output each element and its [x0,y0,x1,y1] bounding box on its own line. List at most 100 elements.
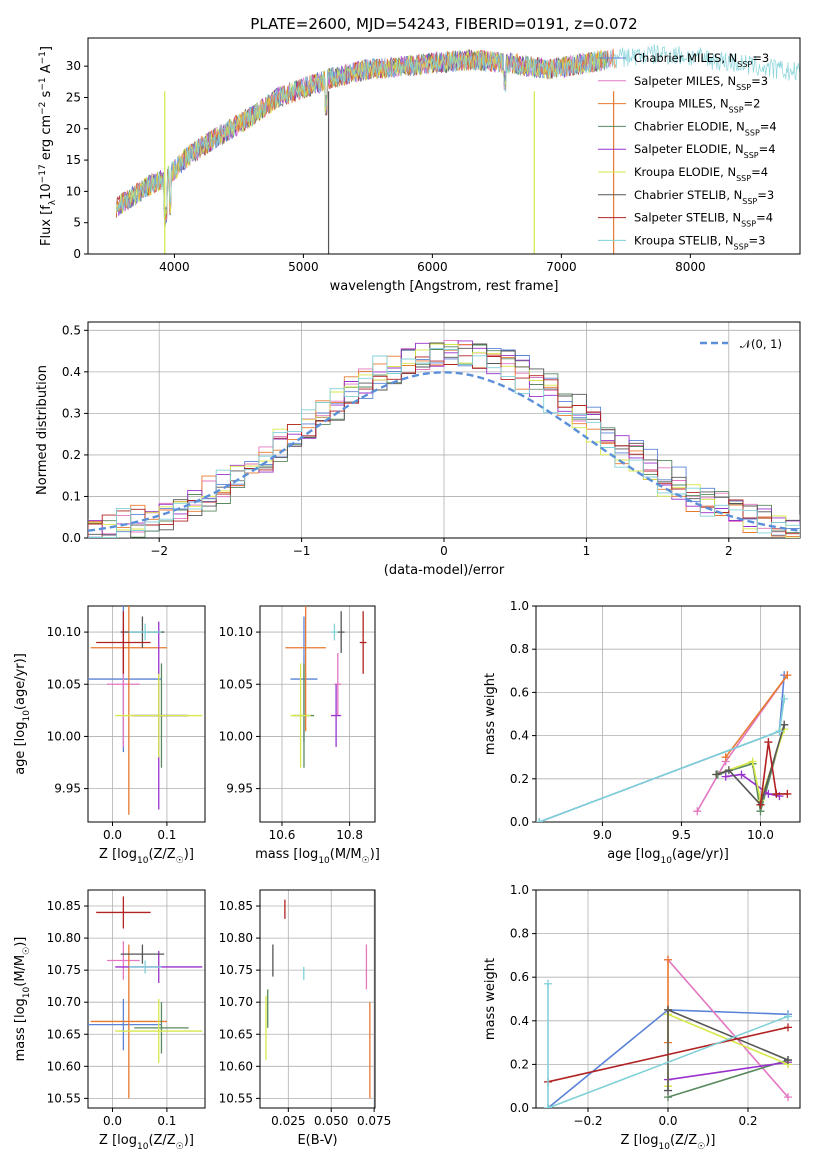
legend-value: =3 [757,188,774,202]
histogram-steps [88,339,800,538]
label-part: 10 [660,856,672,866]
label-part: ☉ [362,856,370,866]
legend-text: Chabrier MILES, N [634,51,737,65]
x-tick-label: 0.0 [103,828,122,842]
y-tick-label: 0.8 [510,927,529,941]
axes-frame [259,605,376,823]
label-part: 10 [22,986,32,998]
legend-entry: 𝒩(0, 1) [740,337,782,351]
mass-weight-marker [780,720,789,729]
label-part: Z [log [99,847,137,862]
legend-subscript: SSP [736,82,751,91]
y-tick-label: 0.4 [510,729,529,743]
mass-weight-marker [544,979,552,988]
legend-entry: Chabrier ELODIE, NSSP=4 [634,119,777,137]
mass-weight-marker [737,770,746,779]
label-part: ☉ [697,1142,705,1152]
label-part: −1 [38,77,48,90]
y-axis-label: age [log10(age/yr)] [13,653,32,775]
mass-weight-marker [764,738,773,747]
label-part: )] [13,937,28,947]
mass-weight-series-3 [667,1059,789,1098]
y-tick-label: 0.3 [62,406,81,420]
y-tick-label: 20 [66,122,81,136]
chart-title: PLATE=2600, MJD=54243, FIBERID=0191, z=0… [250,15,637,33]
legend-text: Kroupa ELODIE, N [634,165,736,179]
x-tick-label: −2 [150,544,168,558]
mass-weight-marker [693,807,702,816]
label-part: Normed distribution [35,365,50,495]
x-tick-label: −1 [293,544,311,558]
y-tick-label: 10.85 [219,899,253,913]
label-part: E(B-V) [297,1133,337,1148]
mass-weight-marker [544,1104,552,1108]
y-axis-label: mass weight [483,958,498,1040]
y-tick-label: 0.2 [510,1057,529,1071]
label-part: mass [log [255,847,318,862]
legend-value: =4 [756,211,773,225]
legend-subscript: SSP [741,219,756,228]
y-tick-label: 30 [66,59,81,73]
y-tick-label: 1.0 [510,599,529,613]
x-tick-label: 10.8 [336,828,363,842]
mass-weight-marker [784,1012,792,1021]
mass-weight-vs-metallicity-panel: −0.2 0.0 0.2 0.0 0.2 0.4 0.6 0.8 1.0 Z [log10(Z/Z… [483,883,801,1152]
legend-value: =4 [751,165,768,179]
x-tick-label: 0.075 [357,1114,391,1128]
legend-text: Kroupa STELIB, N [634,233,734,247]
x-axis-label: Z [log10(Z/Z☉)] [621,1133,716,1152]
axes-frame [87,37,801,255]
x-tick-label: 0.0 [103,1114,122,1128]
y-tick-label: 9.95 [54,782,81,796]
y-tick-label: 10.00 [219,729,253,743]
x-tick-label: 10.0 [747,828,774,842]
errorbars [88,606,203,815]
legend-value: =4 [760,119,777,133]
legend-entry: Kroupa STELIB, NSSP=3 [634,233,765,251]
legend-value: =2 [744,97,761,111]
spectrum-trace-8 [116,44,800,225]
label-part: wavelength [Angstrom, rest frame] [330,279,559,294]
y-tick-label: 10.65 [219,1027,253,1041]
mass-weight-vs-age-panel: 9.0 9.5 10.0 0.0 0.2 0.4 0.6 0.8 1.0 age [log10(a… [483,599,801,866]
y-tick-label: 0.4 [510,1014,529,1028]
mass-weight-lines [544,955,792,1108]
y-tick-label: 10.85 [47,899,81,913]
y-tick-label: 5 [73,216,81,230]
mass-weight-marker [664,1086,672,1095]
x-tick-label: 8000 [675,260,706,274]
y-axis-label: mass weight [483,673,498,755]
label-part: (age/yr)] [672,847,729,862]
y-tick-label: 10.55 [219,1091,253,1105]
mass-weight-marker [772,789,781,798]
x-axis-label: (data-model)/error [384,563,505,578]
mass-weight-series-4 [725,773,780,797]
legend-text: Salpeter MILES, N [634,74,736,88]
x-tick-label: 0.1 [157,1114,176,1128]
spectrum-trace-5 [116,49,607,215]
y-tick-label: 10.60 [47,1059,81,1073]
legend-entry: Salpeter STELIB, NSSP=4 [634,211,773,229]
label-part: erg cm [39,115,54,164]
errorbars [285,606,367,768]
label-part: mass weight [483,958,498,1040]
x-tick-label: 6000 [417,260,448,274]
y-tick-label: 10.75 [47,963,81,977]
x-tick-label: 9.0 [593,828,612,842]
legend-subscript: SSP [736,174,751,183]
y-tick-label: 10.70 [219,995,253,1009]
legend-subscript: SSP [737,60,752,69]
y-tick-label: 25 [66,90,81,104]
mass-weight-marker [784,1023,792,1032]
y-tick-label: 10.80 [219,931,253,945]
y-axis-label: mass [log10(M/M☉)] [13,937,32,1062]
y-tick-label: 10.55 [47,1091,81,1105]
legend-entry: Chabrier MILES, NSSP=3 [634,51,769,69]
y-tick-label: 0.0 [62,531,81,545]
label-part: s [39,90,54,101]
y-tick-label: 10 [66,184,81,198]
label-part: )] [370,847,380,862]
y-tick-label: 10.75 [219,963,253,977]
label-part: age [log [13,722,28,775]
